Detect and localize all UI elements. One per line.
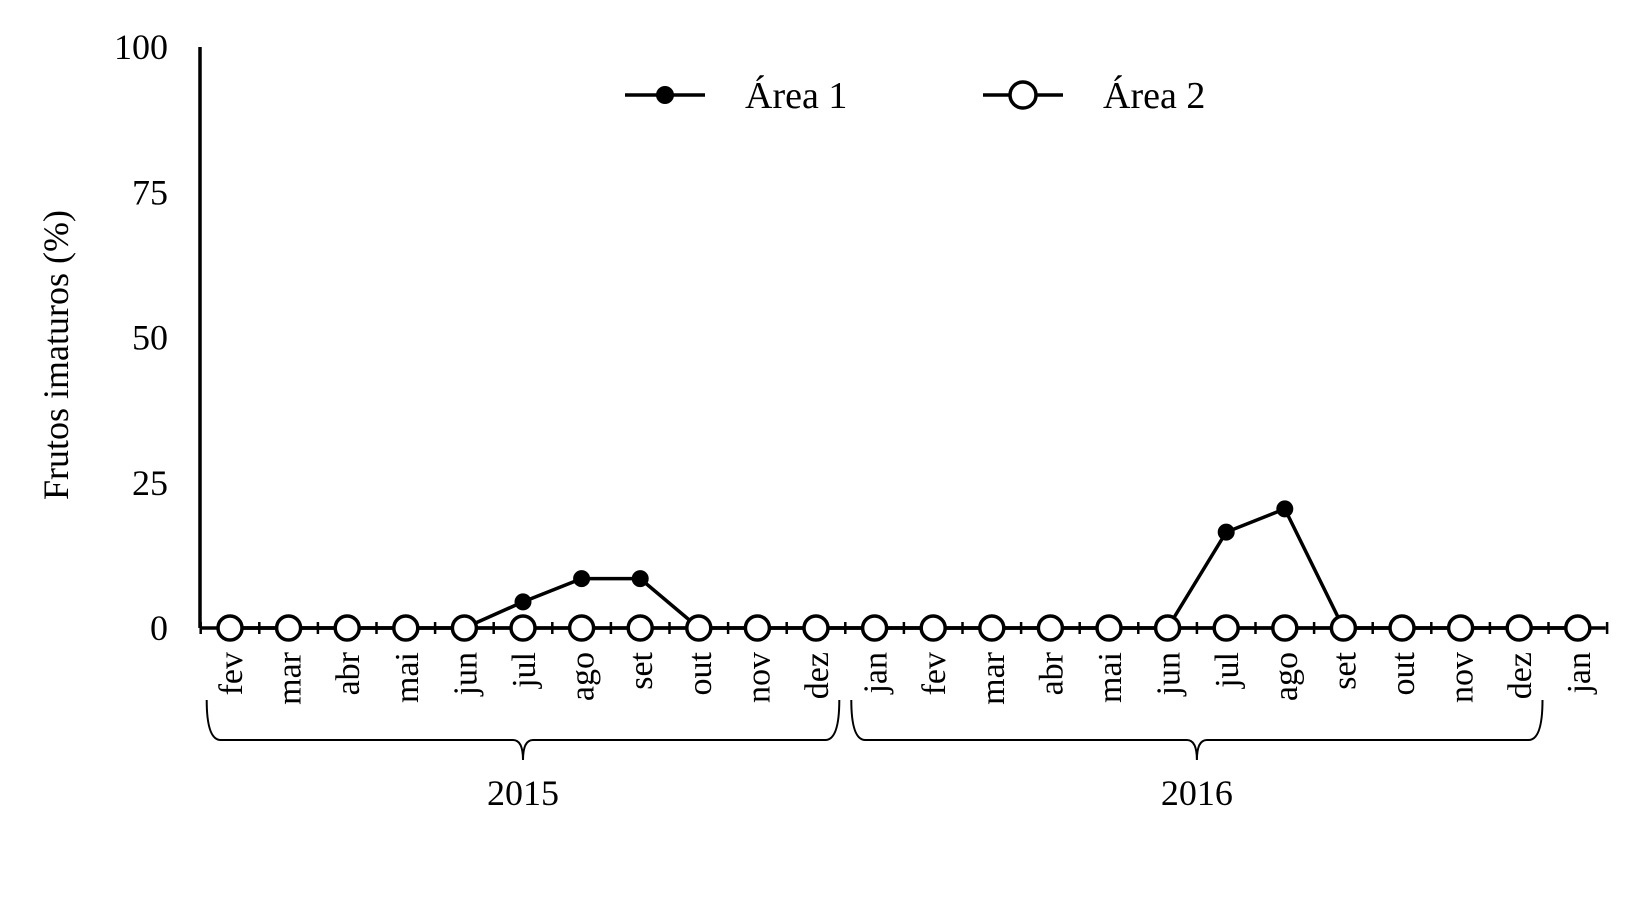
x-tick-label: jun [447, 652, 484, 696]
data-point-filled [573, 570, 591, 588]
x-tick-label: abr [330, 651, 367, 695]
x-tick-label: dez [799, 652, 836, 699]
x-tick-label: dez [1502, 652, 1539, 699]
x-tick-label: jun [1151, 652, 1188, 696]
data-point-open [509, 614, 537, 642]
x-tick-label: jan [858, 652, 895, 695]
data-point-open [919, 614, 947, 642]
x-tick-label: mar [272, 651, 309, 705]
data-point-filled [1276, 500, 1294, 518]
data-point-open [1212, 614, 1240, 642]
series-line [230, 506, 1578, 630]
x-tick-label: out [682, 651, 719, 695]
y-tick-label: 25 [132, 463, 168, 503]
y-tick-label: 75 [132, 172, 168, 212]
data-point-open [743, 614, 772, 642]
data-point-open [1271, 614, 1299, 642]
x-tick-label: fev [916, 652, 953, 695]
data-point-open [1036, 614, 1065, 642]
x-tick-label: mai [1092, 652, 1129, 703]
y-axis-label: Frutos imaturos (%) [36, 210, 76, 500]
data-point-open [626, 614, 654, 642]
data-point-open [392, 614, 420, 642]
data-point-open [274, 614, 303, 642]
data-point-filled [631, 570, 649, 588]
legend: Área 1 Área 2 [625, 75, 1205, 117]
data-point-open [1329, 614, 1358, 642]
x-tick-label: abr [1033, 651, 1070, 695]
x-tick-label: set [623, 651, 660, 689]
series [216, 500, 1592, 642]
y-tick-label: 0 [150, 608, 168, 648]
data-point-open [1095, 614, 1123, 642]
x-tick-label: nov [740, 652, 777, 703]
year-brackets: 2015 2016 [205, 699, 1544, 813]
x-tick-label: ago [565, 652, 602, 701]
data-point-open [860, 614, 889, 642]
data-point-filled [514, 593, 532, 611]
data-point-open [802, 614, 830, 642]
data-point-open [1446, 614, 1475, 642]
x-tick-label: nov [1444, 652, 1481, 703]
data-point-open [216, 614, 244, 642]
legend-marker [656, 86, 674, 104]
data-point-open [685, 614, 713, 642]
legend-marker [1008, 80, 1038, 110]
x-tick-label: jan [1561, 652, 1598, 695]
y-tick-label: 50 [132, 318, 168, 358]
x-tick-label: out [1385, 651, 1422, 695]
legend-label: Área 1 [745, 75, 847, 117]
y-axis: 0 25 50 75 100 [114, 27, 202, 648]
y-tick-label: 100 [114, 27, 168, 67]
x-tick-label: mar [975, 651, 1012, 705]
year-bracket [205, 699, 841, 761]
year-label: 2016 [1161, 773, 1233, 813]
data-point-filled [1217, 523, 1235, 541]
x-tick-label: jul [1209, 652, 1246, 689]
data-point-open [1564, 614, 1592, 642]
data-point-open [1388, 614, 1416, 642]
data-point-open [1153, 614, 1182, 642]
data-point-open [1505, 614, 1533, 642]
legend-label: Área 2 [1103, 75, 1205, 117]
data-point-open [333, 614, 361, 642]
data-point-open [567, 614, 596, 642]
year-bracket [850, 699, 1544, 761]
year-label: 2015 [487, 773, 559, 813]
x-tick-label: ago [1268, 652, 1305, 701]
data-point-open [978, 614, 1006, 642]
x-tick-label: jul [506, 652, 543, 689]
x-tick-label: set [1326, 651, 1363, 689]
x-tick-label: fev [213, 652, 250, 695]
data-point-open [450, 614, 479, 642]
x-tick-label: mai [389, 652, 426, 703]
